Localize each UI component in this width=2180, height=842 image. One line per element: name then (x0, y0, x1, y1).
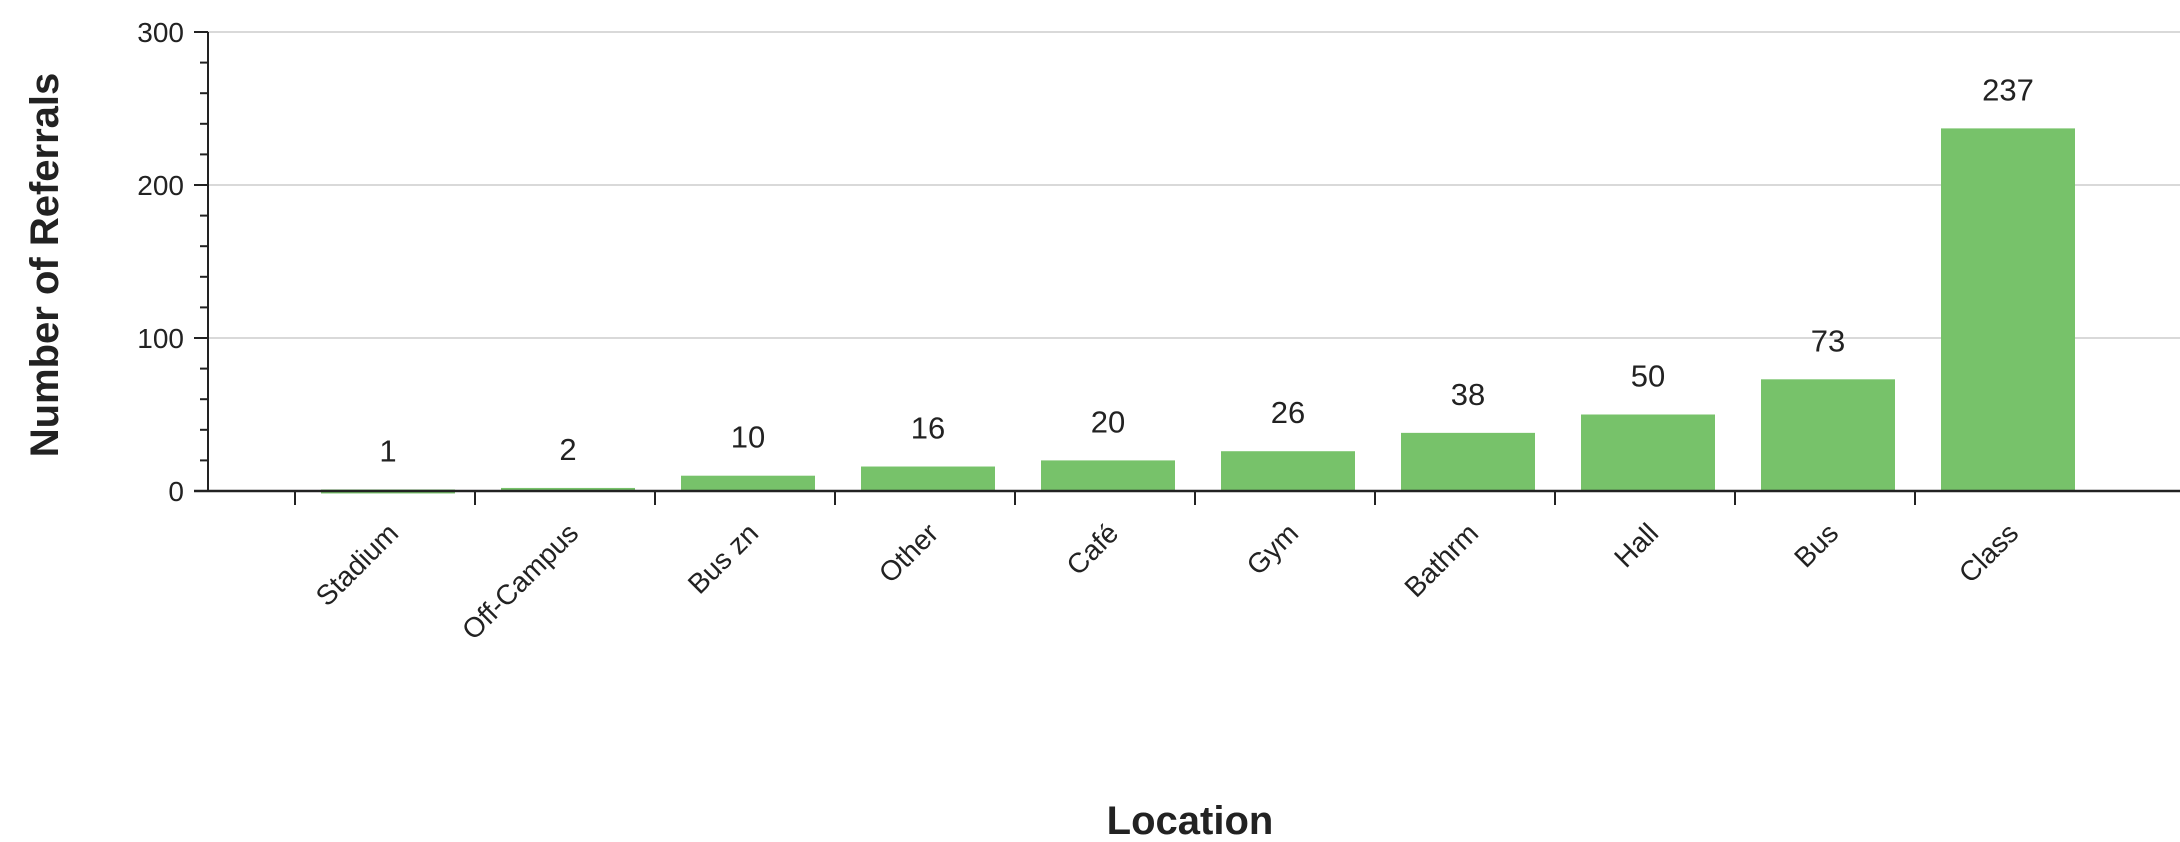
data-labels: 1 2 10 16 20 26 38 50 73 237 (379, 72, 2033, 468)
x-tick-label: Café (1060, 517, 1124, 581)
y-tick-label: 0 (168, 476, 184, 507)
y-tick-label: 300 (137, 17, 184, 48)
bars (321, 128, 2075, 494)
bar (861, 466, 995, 491)
x-tick-label: Stadium (310, 517, 405, 612)
bar (1221, 451, 1355, 491)
bar (1581, 414, 1715, 491)
axes (194, 31, 2180, 505)
x-tick-label: Bus (1788, 517, 1844, 573)
data-label: 16 (911, 411, 945, 446)
x-tick-label: Hall (1608, 517, 1664, 573)
bar (681, 475, 815, 491)
bar (1761, 379, 1895, 491)
x-tick-label: Gym (1241, 517, 1305, 581)
x-tick-label: Other (873, 517, 944, 588)
x-tick-label: Bathrm (1399, 517, 1485, 603)
y-tick-label: 100 (137, 323, 184, 354)
x-axis-title: Location (1107, 799, 1274, 842)
data-label: 20 (1091, 404, 1125, 439)
data-label: 237 (1982, 72, 2034, 107)
x-tick-label: Off-Campus (456, 517, 584, 645)
data-label: 73 (1811, 323, 1845, 358)
y-axis-title: Number of Referrals (23, 73, 67, 458)
x-tick-label: Class (1953, 517, 2024, 588)
bar (1941, 128, 2075, 491)
data-label: 1 (379, 433, 396, 468)
bar (1041, 460, 1175, 491)
data-label: 38 (1451, 377, 1485, 412)
x-tick-labels: Stadium Off-Campus Bus zn Other Café Gym Bathr… (310, 517, 2025, 645)
y-tick-label: 200 (137, 170, 184, 201)
bar (1401, 432, 1535, 491)
gridlines (208, 31, 2180, 339)
data-label: 2 (559, 432, 576, 467)
data-label: 26 (1271, 395, 1305, 430)
y-tick-labels: 0 100 200 300 (137, 17, 184, 507)
data-label: 10 (731, 420, 765, 455)
x-tick-label: Bus zn (682, 517, 764, 599)
data-label: 50 (1631, 359, 1665, 394)
